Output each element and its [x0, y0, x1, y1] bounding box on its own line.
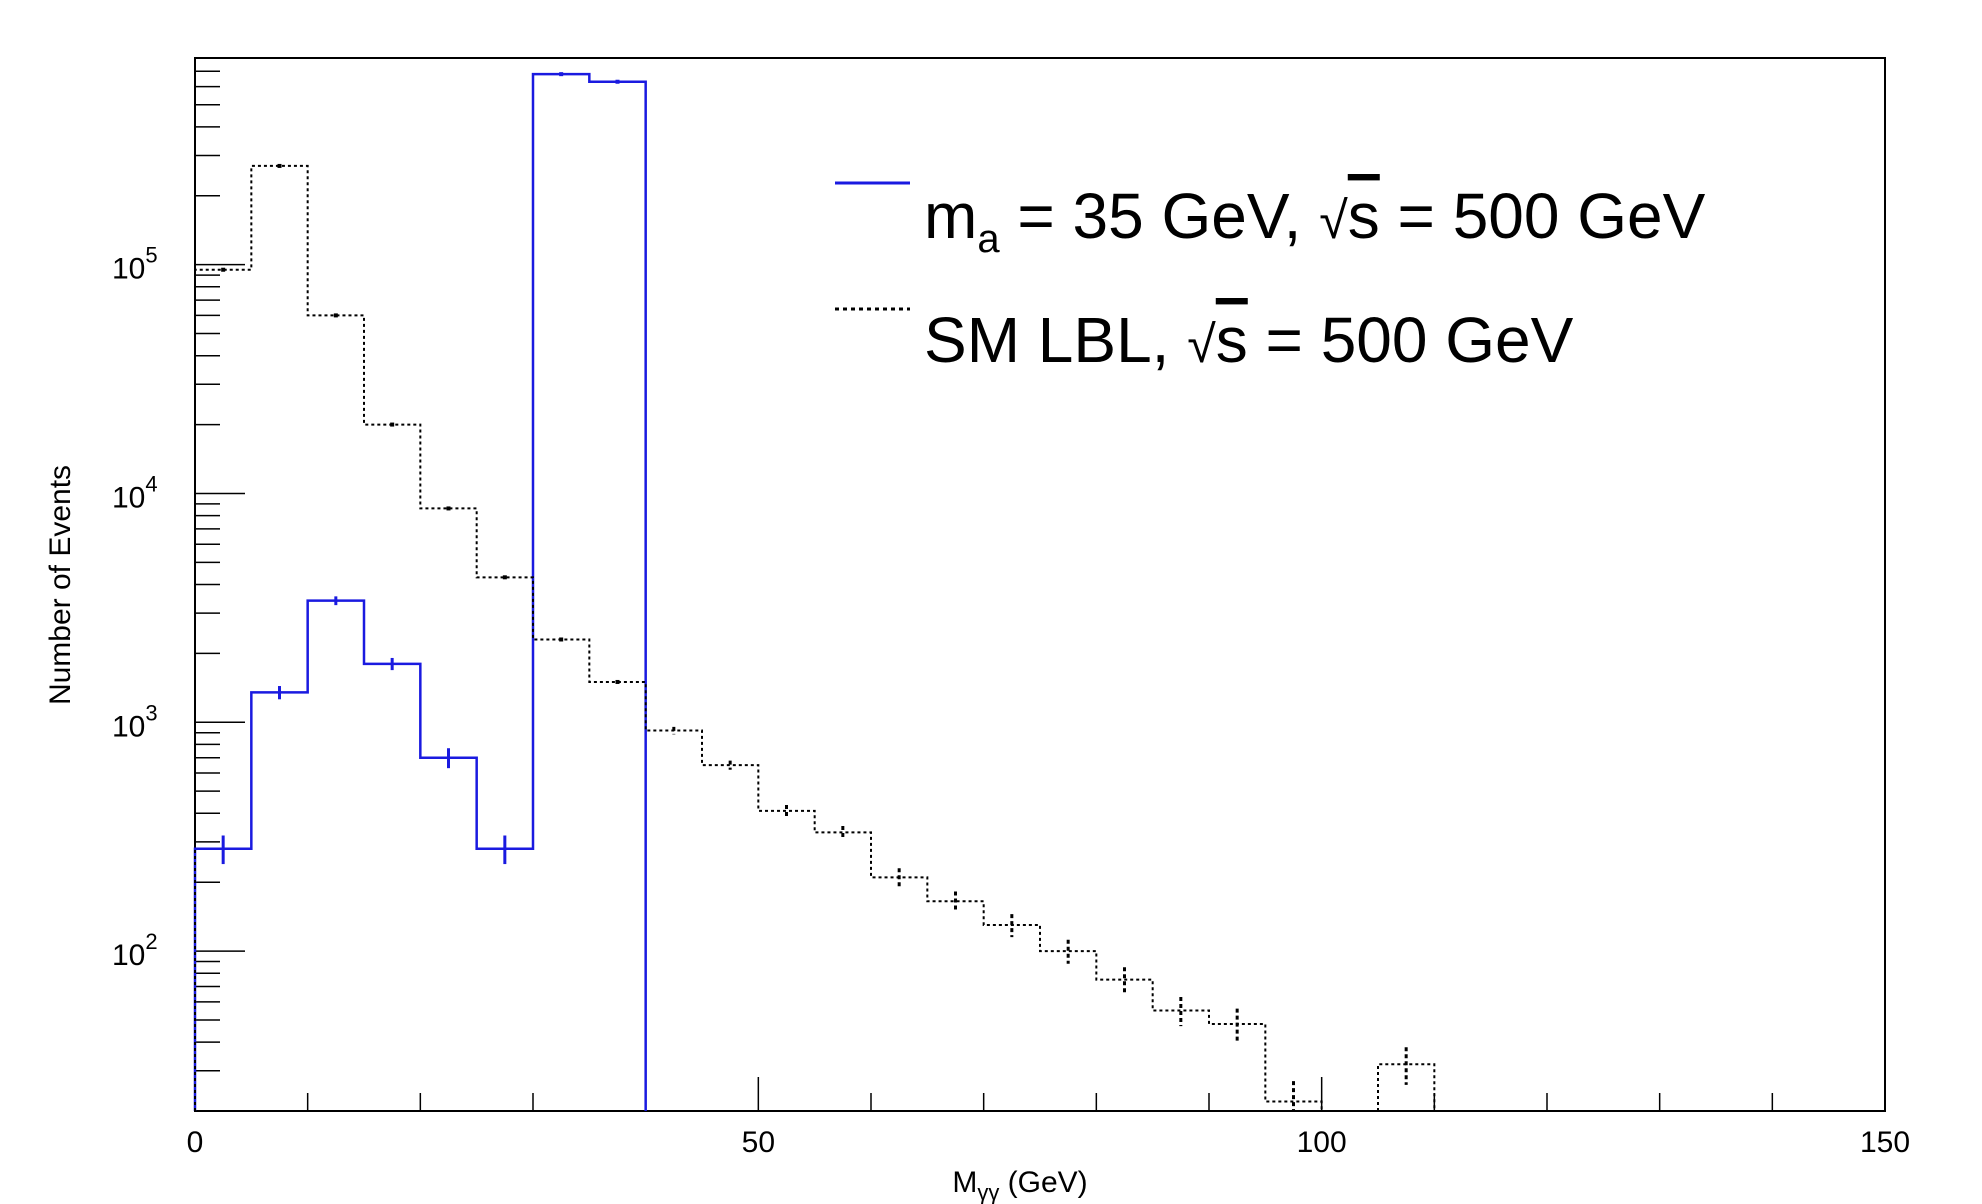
legend: ma = 35 GeV, √s = 500 GeV SM LBL, √s = 5… — [835, 180, 1706, 376]
x-tick-label: 150 — [1860, 1126, 1910, 1159]
y-tick-label: 102 — [112, 929, 158, 972]
sqrt-glyph: √ — [1187, 316, 1216, 374]
bin-marker — [390, 422, 395, 427]
sqrt-glyph: √ — [1319, 192, 1348, 250]
y-axis-ticks: 102 103 104 105 — [112, 57, 245, 1112]
x-axis-ticks: 0 50 100 150 — [187, 1077, 1910, 1159]
x-tick-label: 100 — [1297, 1126, 1347, 1159]
x-tick-label: 0 — [187, 1126, 204, 1159]
bin-marker — [559, 637, 564, 642]
bin-marker — [446, 506, 451, 511]
bin-marker — [615, 79, 620, 84]
bin-marker — [221, 267, 226, 272]
x-tick-label: 50 — [742, 1126, 775, 1159]
y-tick-label: 103 — [112, 700, 158, 743]
series-alp — [193, 72, 647, 1111]
y-tick-label: 104 — [112, 471, 158, 514]
y-tick-label: 105 — [112, 243, 158, 286]
x-axis-title: Mγγ (GeV) — [952, 1166, 1087, 1204]
bin-marker — [615, 679, 620, 684]
bin-marker — [559, 72, 564, 77]
series-alp-outline — [193, 72, 647, 1111]
y-axis-title: Number of Events — [44, 465, 77, 705]
bin-marker — [502, 575, 507, 580]
bin-marker — [277, 163, 282, 168]
series-sm — [194, 163, 1436, 1111]
bin-marker — [333, 313, 338, 318]
legend-label-alp: ma = 35 GeV, √s = 500 GeV — [924, 180, 1706, 261]
series-layer — [193, 72, 1436, 1111]
legend-label-sm: SM LBL, √s = 500 GeV — [924, 304, 1574, 376]
